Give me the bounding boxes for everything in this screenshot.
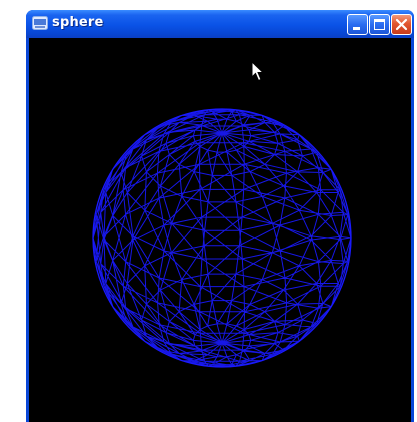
minimize-icon <box>353 27 360 30</box>
close-icon <box>395 18 408 31</box>
close-button[interactable] <box>391 14 412 35</box>
minimize-button[interactable] <box>347 14 368 35</box>
app-window: sphere <box>26 10 414 422</box>
window-title: sphere <box>52 15 104 30</box>
title-bar[interactable]: sphere <box>26 10 414 38</box>
mouse-pointer-icon <box>251 61 265 82</box>
sphere-outline <box>92 108 352 368</box>
window-app-icon <box>32 16 48 30</box>
maximize-icon <box>374 19 385 30</box>
wireframe-sphere <box>92 108 352 368</box>
sphere-mesh <box>92 109 352 367</box>
maximize-button[interactable] <box>369 14 390 35</box>
gl-canvas[interactable] <box>29 38 411 422</box>
